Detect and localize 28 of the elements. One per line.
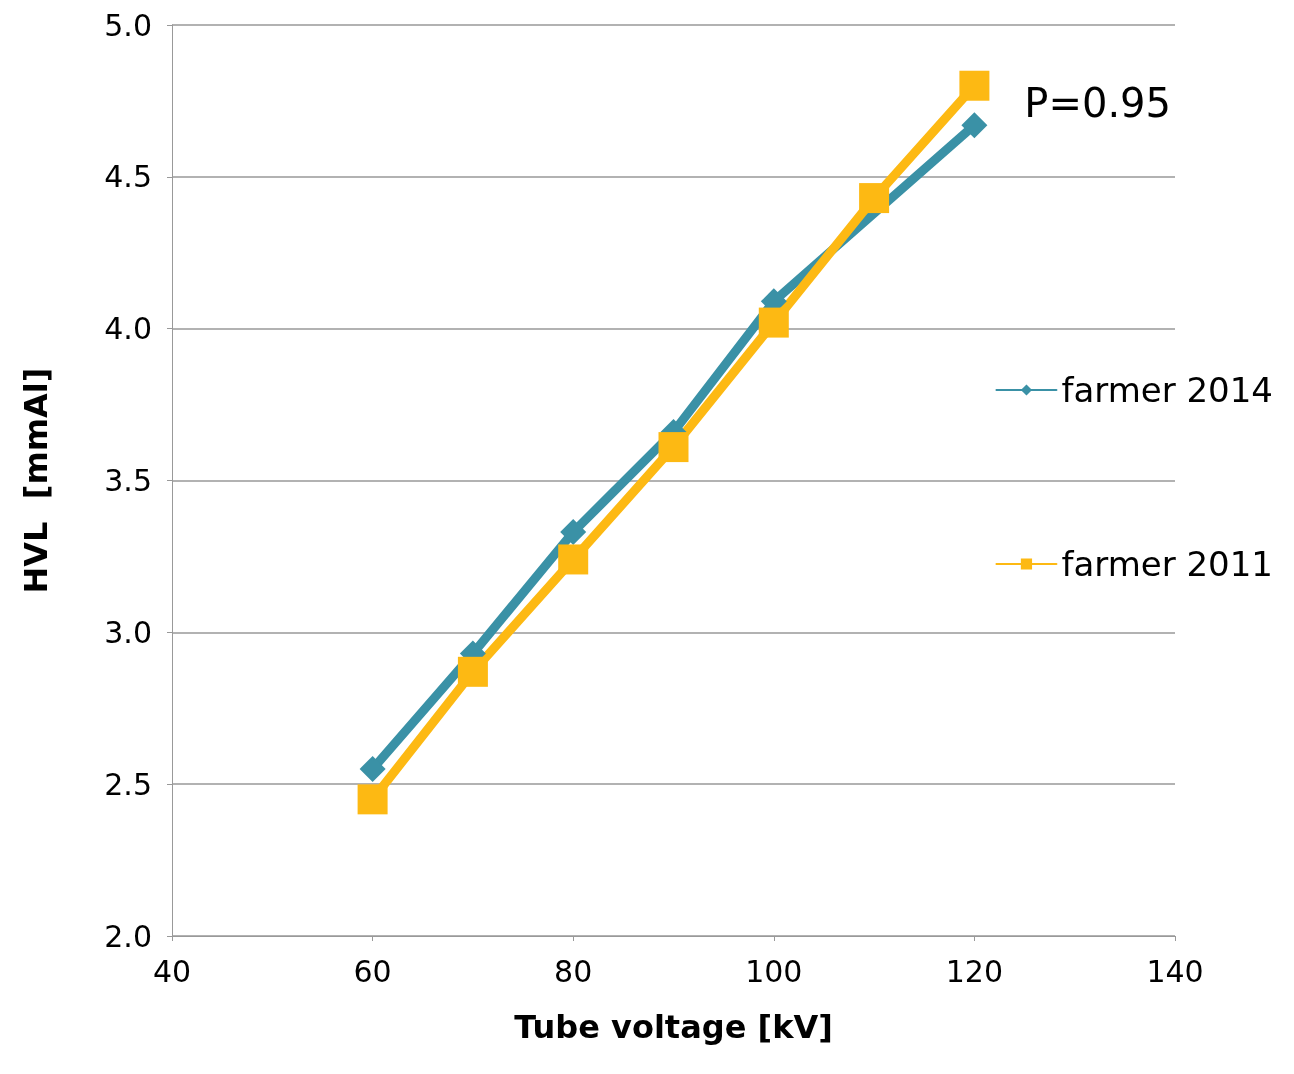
point (859, 183, 890, 214)
point (558, 544, 589, 575)
point (658, 432, 689, 463)
point (758, 307, 789, 338)
y-tick-label: 4.5 (104, 159, 152, 195)
point (961, 112, 988, 139)
x-tick-label: 40 (152, 953, 192, 989)
y-tick-label: 3.5 (104, 463, 152, 498)
x-tick-label: 140 (1146, 953, 1204, 989)
legend-label: farmer 2014 (1061, 370, 1274, 410)
x-tick-label: 120 (945, 953, 1004, 989)
point (457, 656, 488, 687)
point (359, 755, 386, 782)
annotation: P=0.95 (1024, 80, 1171, 126)
y-tick-label: 2.0 (104, 918, 152, 954)
x-tick-label: 60 (353, 953, 392, 989)
y-axis-title: HVL [mmAl] (17, 367, 55, 594)
point (959, 70, 990, 101)
x-tick-label: 100 (745, 953, 803, 989)
y-tick-label: 2.5 (104, 766, 152, 802)
point (357, 784, 388, 815)
legend-label: farmer 2011 (1061, 544, 1274, 584)
x-axis-title: Tube voltage [kV] (514, 1008, 833, 1046)
y-tick-label: 5.0 (104, 7, 152, 43)
x-tick-label: 80 (554, 953, 593, 989)
y-tick-label: 3.0 (104, 614, 152, 650)
y-tick-label: 4.0 (104, 311, 152, 347)
point (560, 519, 587, 546)
